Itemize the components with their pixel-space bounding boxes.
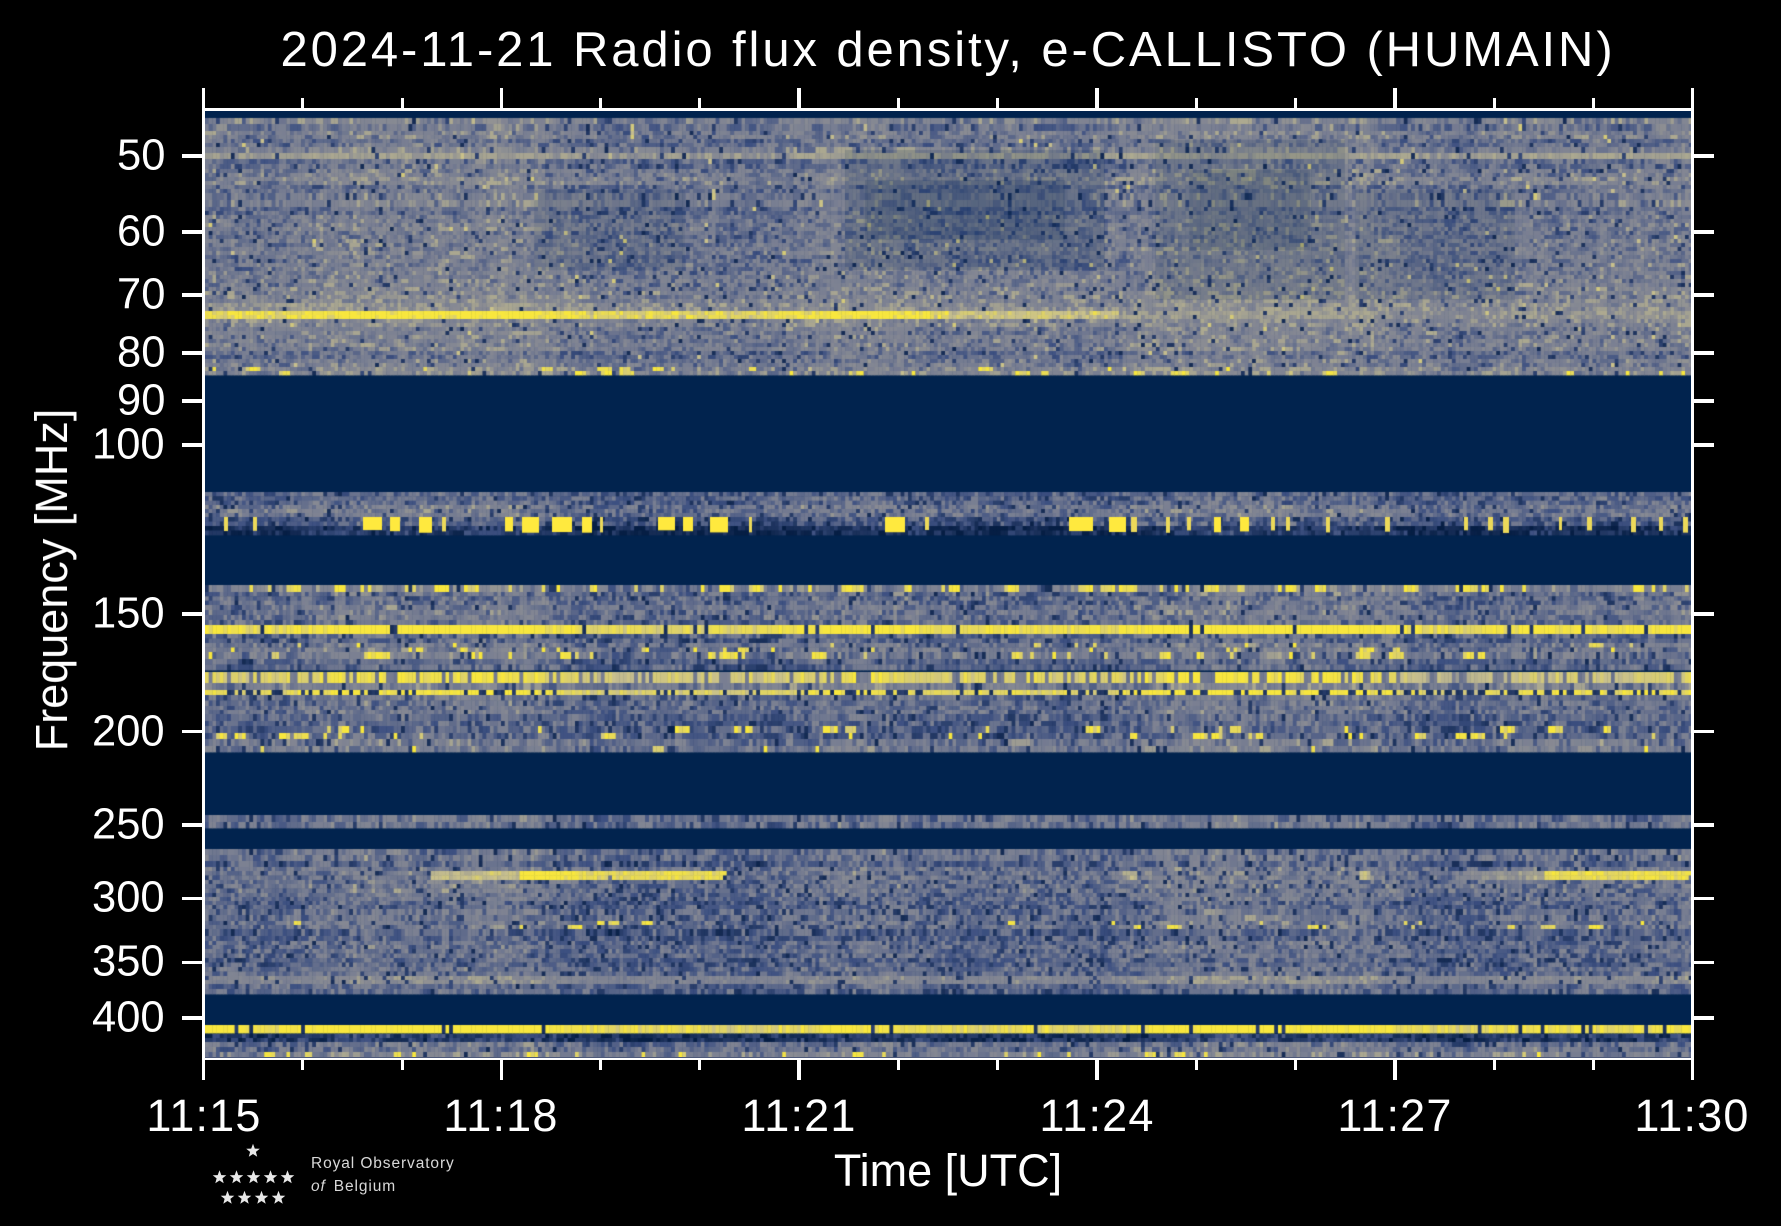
svg-text:Royal Observatory: Royal Observatory (311, 1155, 455, 1172)
